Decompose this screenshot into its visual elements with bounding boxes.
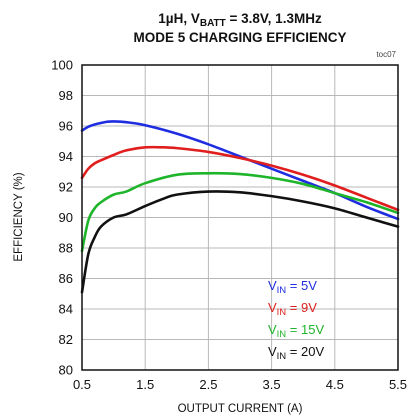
x-tick-label: 5.5 [389,377,407,392]
y-tick-label: 86 [59,271,73,286]
legend-entry-2: VIN = 15V [268,322,324,340]
legend: VIN = 5V VIN = 9V VIN = 15V VIN = 20V [268,278,324,362]
y-tick-label: 96 [59,119,73,134]
chart-title-line2: MODE 5 CHARGING EFFICIENCY [133,30,346,45]
legend-entry-0: VIN = 5V [268,278,317,296]
legend-entry-3: VIN = 20V [268,344,324,362]
y-tick-label: 90 [59,210,73,225]
x-tick-label: 1.5 [136,377,154,392]
y-tick-label: 84 [59,302,73,317]
x-axis-label: OUTPUT CURRENT (A) [178,403,303,415]
y-tick-label: 82 [59,332,73,347]
x-tick-label: 2.5 [199,377,217,392]
x-tick-label: 3.5 [263,377,281,392]
chart-title-line1: 1µH, VBATT = 3.8V, 1.3MHz [158,11,322,29]
y-tick-label: 98 [59,88,73,103]
y-tick-label: 80 [59,363,73,378]
x-tick-label: 0.5 [73,377,91,392]
series-lines [80,120,400,294]
series-line-0 [80,120,400,221]
series-line-1 [80,145,400,212]
figure-id: toc07 [376,50,396,59]
y-tick-label: 92 [59,180,73,195]
x-tick-labels: 0.5 1.5 2.5 3.5 4.5 5.5 [73,377,407,392]
grid [81,64,399,371]
y-tick-label: 94 [59,149,73,164]
y-tick-label: 88 [59,241,73,256]
plot-frame [81,64,399,371]
series-line-3 [80,190,400,294]
legend-entry-1: VIN = 9V [268,300,317,318]
y-tick-labels: 80 82 84 86 88 90 92 94 96 98 100 [51,58,73,378]
y-tick-label: 100 [51,58,73,73]
y-axis-label: EFFICIENCY (%) [13,172,25,261]
x-tick-label: 4.5 [326,377,344,392]
series-line-2 [80,171,400,253]
